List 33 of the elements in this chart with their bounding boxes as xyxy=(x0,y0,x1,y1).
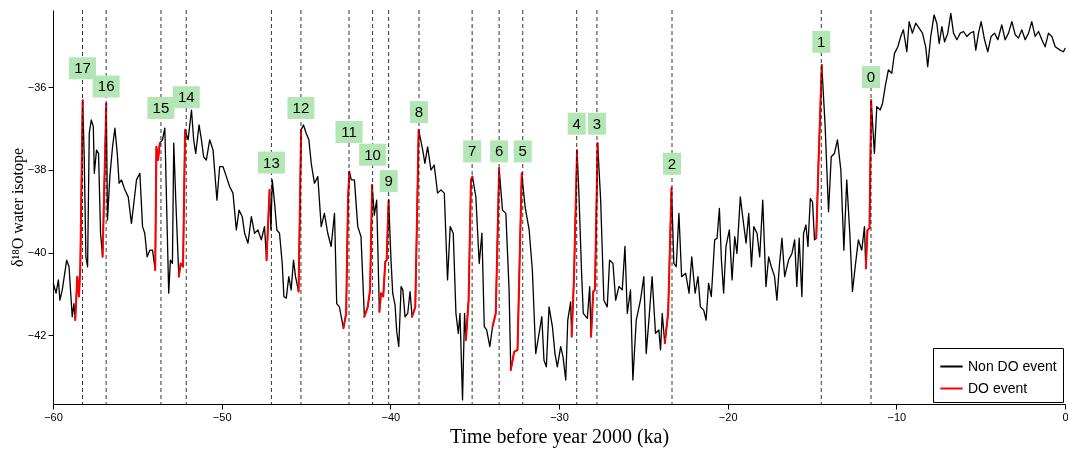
x-tick-label: −30 xyxy=(550,410,569,423)
y-axis-title: δ¹⁸O water isotope xyxy=(8,147,27,268)
annotation: 12 xyxy=(292,98,310,116)
annotation: 13 xyxy=(263,153,280,171)
annotation: 3 xyxy=(592,114,602,132)
annotation: 17 xyxy=(74,59,91,77)
annotation: 1 xyxy=(817,32,826,50)
y-tick-label: −42 xyxy=(27,328,47,341)
annotation: 0 xyxy=(866,67,876,85)
annotation: 11 xyxy=(341,122,357,140)
x-tick-label: −60 xyxy=(44,410,63,423)
annotation: 2 xyxy=(667,154,677,172)
x-axis-title: Time before year 2000 (ka) xyxy=(449,424,670,448)
annotation: 6 xyxy=(494,142,504,160)
annotation: 8 xyxy=(414,103,424,121)
x-tick-label: −50 xyxy=(212,410,232,423)
annotation: 14 xyxy=(177,88,195,106)
y-tick-label: −40 xyxy=(27,246,47,259)
annotation: 16 xyxy=(97,77,115,95)
y-tick-label: −38 xyxy=(27,163,47,176)
x-tick-label: −20 xyxy=(718,410,738,423)
annotation: 15 xyxy=(152,98,170,116)
x-tick-label: −40 xyxy=(381,410,401,423)
annotation: 10 xyxy=(364,145,381,163)
annotation: 9 xyxy=(384,172,393,190)
annotation: 5 xyxy=(518,142,527,160)
annotation: 7 xyxy=(467,142,477,160)
x-tick-label: −10 xyxy=(887,410,907,423)
legend-label: DO event xyxy=(968,379,1028,396)
y-tick-label: −36 xyxy=(27,80,47,93)
annotation: 4 xyxy=(572,114,581,132)
x-tick-label: 0 xyxy=(1062,410,1068,423)
legend-label: Non DO event xyxy=(968,357,1057,374)
